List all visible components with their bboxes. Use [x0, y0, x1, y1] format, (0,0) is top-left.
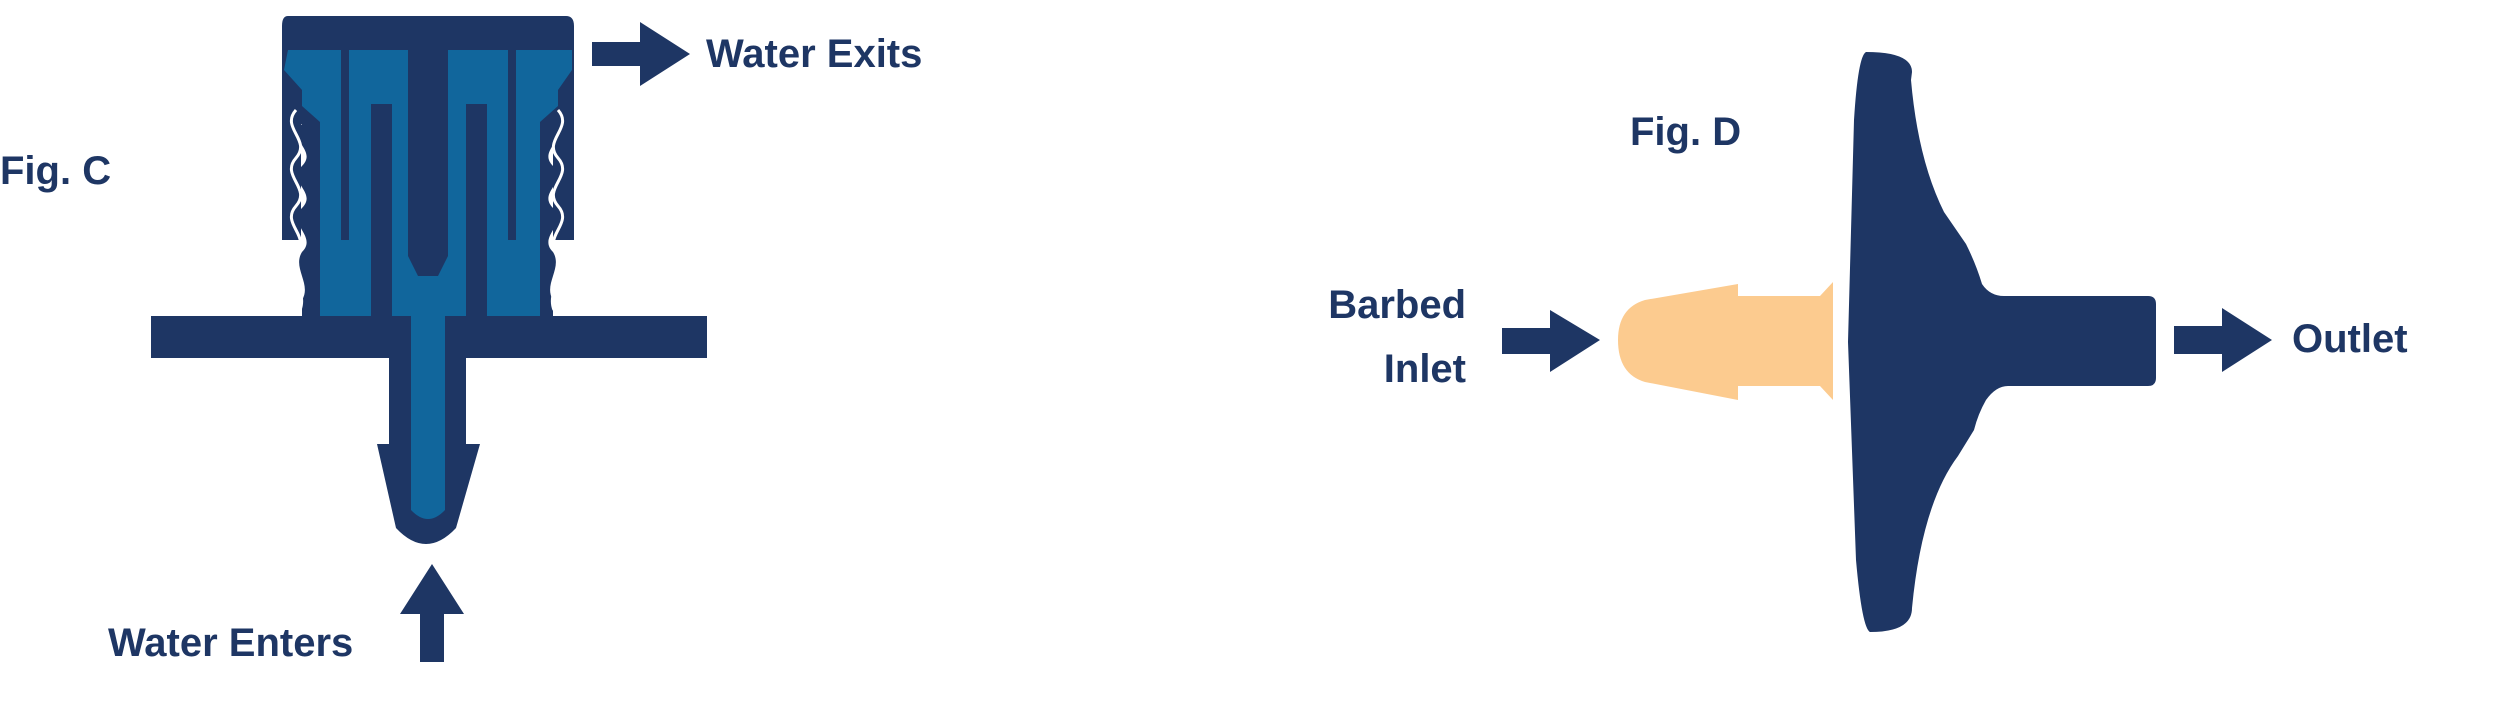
figure-d: Fig. D Barbed Inlet Outlet	[1328, 52, 2408, 632]
arrow-right-icon	[1502, 310, 1600, 372]
water-exits-label: Water Exits	[706, 32, 922, 76]
thread-left	[297, 124, 320, 316]
outlet-label: Outlet	[2292, 317, 2408, 361]
figure-c: Fig. C Water Exits Water Enters	[0, 16, 922, 665]
baffle-left	[341, 50, 349, 240]
water-enters-label: Water Enters	[108, 621, 353, 665]
inlet-label: Inlet	[1384, 347, 1466, 391]
arrow-right-icon	[592, 22, 690, 86]
center-post	[408, 50, 448, 276]
thread-right	[540, 124, 558, 316]
figure-d-label: Fig. D	[1630, 110, 1741, 154]
inner-wall-right	[466, 104, 487, 316]
barbed-label: Barbed	[1328, 283, 1466, 327]
arrow-right-icon	[2174, 308, 2272, 372]
thread-gap-left	[289, 109, 304, 311]
inner-wall-left	[371, 104, 392, 316]
dripper-body	[1848, 52, 2156, 632]
thread-gap-right	[550, 109, 565, 311]
figure-c-label: Fig. C	[0, 149, 111, 193]
inlet-channel	[411, 316, 445, 519]
baffle-right	[508, 50, 516, 240]
barbed-inlet	[1618, 282, 1833, 400]
arrow-up-icon	[400, 564, 464, 662]
